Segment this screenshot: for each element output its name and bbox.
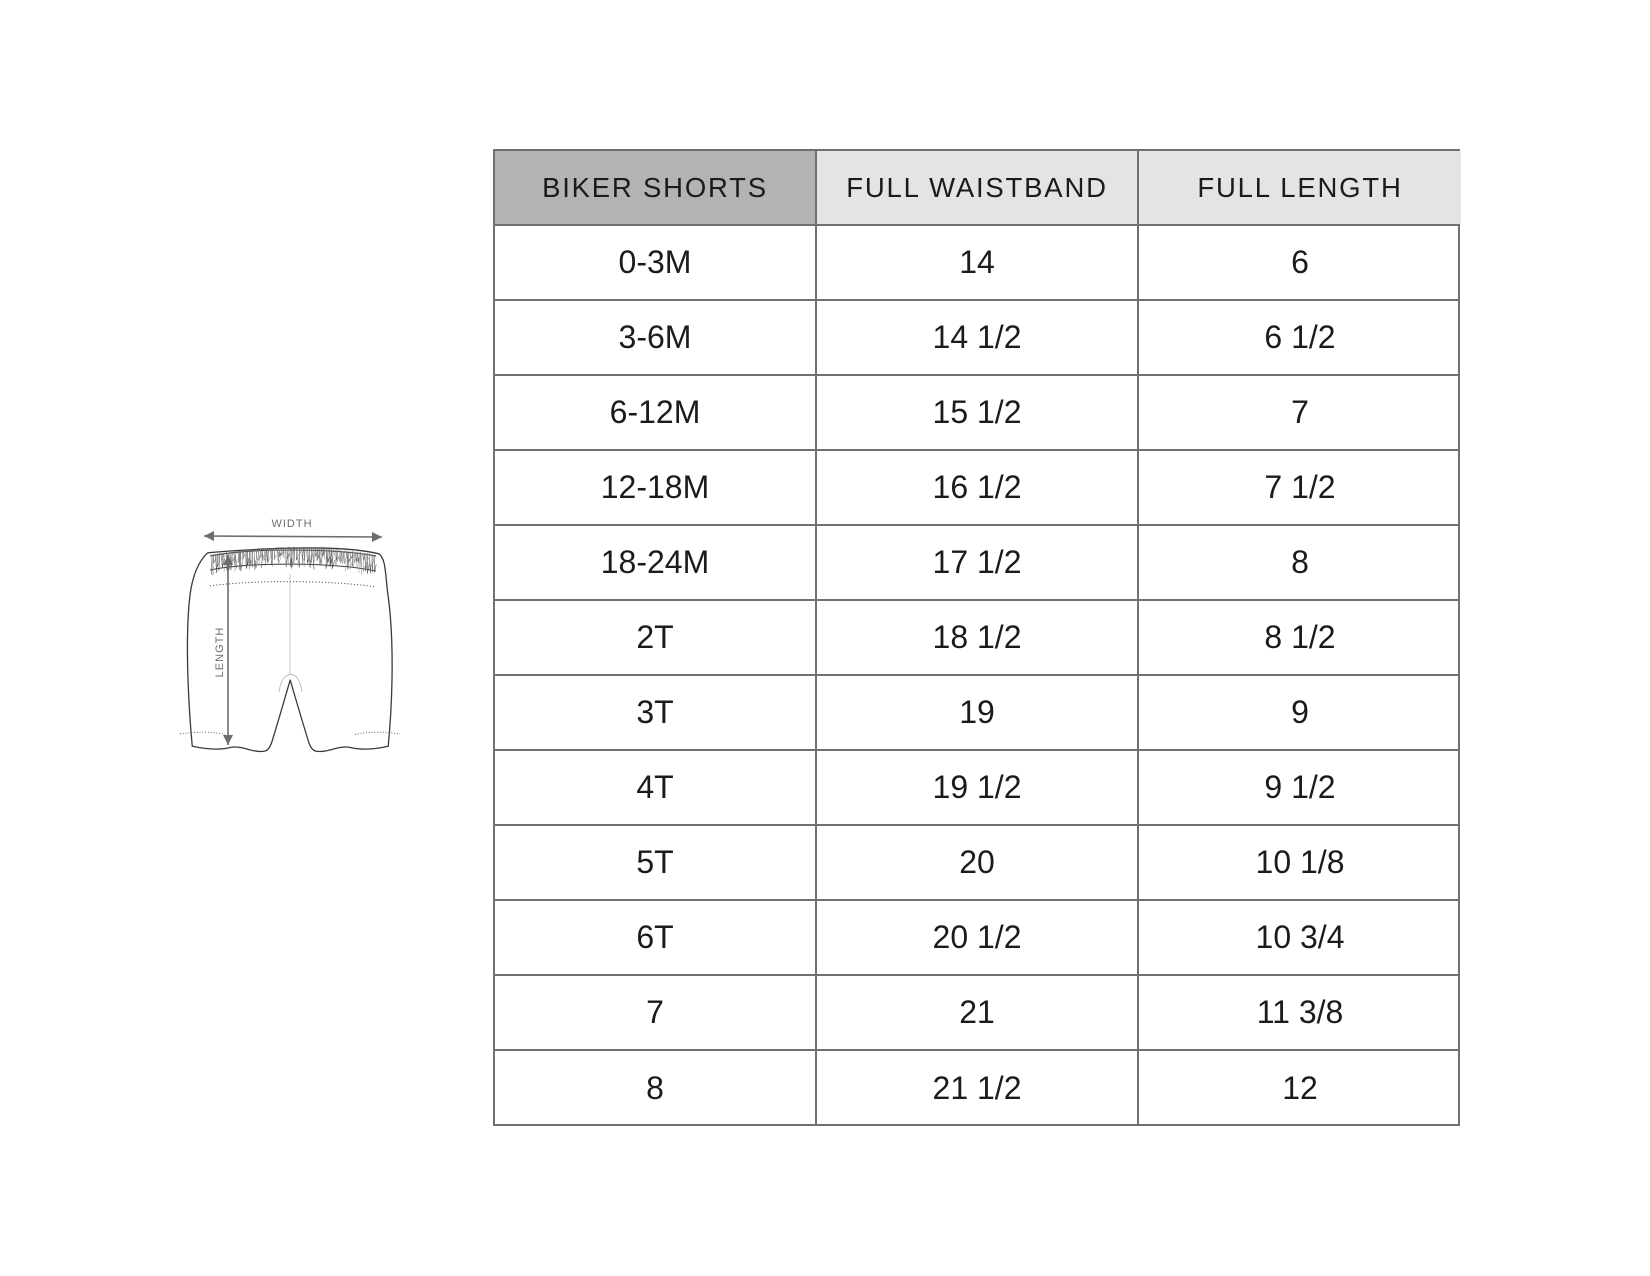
svg-text:WIDTH: WIDTH (271, 518, 312, 530)
svg-text:LENGTH: LENGTH (214, 627, 226, 678)
